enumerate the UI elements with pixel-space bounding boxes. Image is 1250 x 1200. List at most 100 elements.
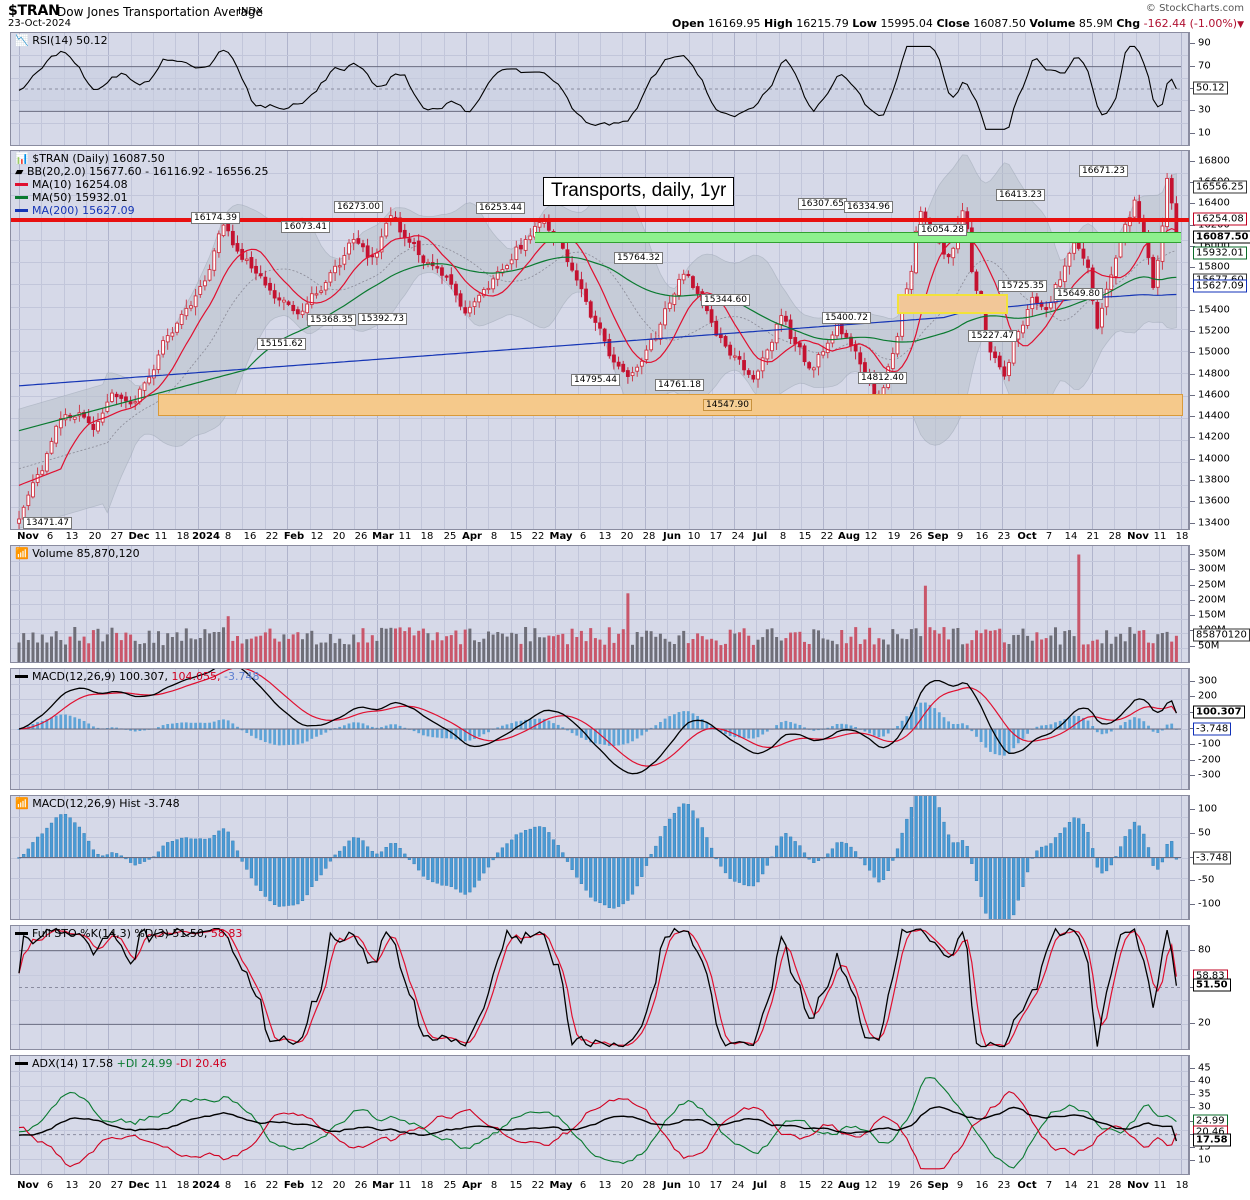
axis-tick-label: 14600 xyxy=(1198,389,1230,401)
axis-value-badge: -3.748 xyxy=(1193,851,1232,865)
date-axis-day: 8 xyxy=(224,1180,232,1191)
date-axis-day: 20 xyxy=(332,531,346,542)
date-axis-month: Apr xyxy=(462,1180,482,1191)
stochastic-plot xyxy=(18,927,1181,1048)
adx-panel[interactable]: ADX(14) 17.58 +DI 24.99 -DI 20.46 xyxy=(10,1055,1190,1175)
axis-tick-mark xyxy=(1190,832,1195,834)
axis-tick-mark xyxy=(1190,599,1195,601)
macd-panel[interactable]: MACD(12,26,9) 100.307, 104.055, -3.748 xyxy=(10,668,1190,790)
date-axis-month: Apr xyxy=(462,531,482,542)
date-axis-day: 16 xyxy=(975,1180,989,1191)
axis-tick-label: 10 xyxy=(1198,127,1211,139)
symbol-exchange: INDX xyxy=(238,6,263,17)
axis-value-badge: 51.50 xyxy=(1193,978,1231,992)
date-axis-month: Aug xyxy=(837,531,861,542)
date-axis-month: Jun xyxy=(663,531,681,542)
axis-tick-label: 250M xyxy=(1198,579,1226,591)
date-axis-day: 21 xyxy=(1086,531,1100,542)
date-axis-month: Aug xyxy=(837,1180,861,1191)
volume-value: 85.9M xyxy=(1078,17,1113,30)
macd-hist-text: -3.748 xyxy=(224,670,260,683)
rsi-panel[interactable]: 📉 RSI(14) 50.12 xyxy=(10,32,1190,146)
date-axis-month: Nov xyxy=(1127,531,1149,542)
open-value: 16169.95 xyxy=(708,17,761,30)
price-legend-bb: ▰ BB(20,2.0) 15677.60 - 16116.92 - 16556… xyxy=(15,166,269,178)
stochastic-panel[interactable]: Full STO %K(14,3) %D(3) 51.50, 58.83 xyxy=(10,925,1190,1050)
axis-tick-label: 16800 xyxy=(1198,155,1230,167)
adx-swatch-icon xyxy=(15,1061,28,1065)
axis-tick-mark xyxy=(1190,416,1195,418)
date-axis-day: 23 xyxy=(997,531,1011,542)
symbol-ticker: $TRAN xyxy=(8,3,60,19)
axis-tick-label: 30 xyxy=(1198,104,1211,116)
axis-tick-mark xyxy=(1190,394,1195,396)
date-axis-day: 16 xyxy=(243,1180,257,1191)
date-axis-day: 22 xyxy=(820,531,834,542)
axis-tick-mark xyxy=(1190,986,1195,988)
low-label: Low xyxy=(852,17,877,30)
price-point-label: 16073.41 xyxy=(281,221,330,233)
macd-axis-line xyxy=(1188,668,1189,790)
date-axis-day: 13 xyxy=(598,531,612,542)
adx-legend-text: ADX(14) 17.58 xyxy=(32,1057,114,1070)
date-axis-day: 12 xyxy=(310,1180,324,1191)
axis-tick-label: 200M xyxy=(1198,594,1226,606)
date-axis-day: 22 xyxy=(820,1180,834,1191)
axis-tick-mark xyxy=(1190,569,1195,571)
axis-tick-mark xyxy=(1190,554,1195,556)
macd-hist-legend-text: MACD(12,26,9) Hist -3.748 xyxy=(32,797,180,810)
price-point-label: 15649.80 xyxy=(1054,288,1103,300)
date-axis-day: 11 xyxy=(398,1180,412,1191)
close-value: 16087.50 xyxy=(973,17,1026,30)
rsi-plot xyxy=(18,45,1181,130)
axis-tick-mark xyxy=(1190,331,1195,332)
axis-tick-mark xyxy=(1190,203,1195,205)
axis-tick-mark xyxy=(1190,630,1195,632)
axis-tick-label: 90 xyxy=(1198,37,1211,49)
date-axis-day: 8 xyxy=(224,531,232,542)
macd-signal-text: 104.055, xyxy=(171,670,221,683)
price-point-label: 16054.28 xyxy=(918,224,967,236)
axis-tick-mark xyxy=(1190,309,1195,311)
date-axis-month: 2024 xyxy=(192,1180,220,1191)
ma50-swatch-icon xyxy=(15,195,28,199)
volume-panel[interactable]: 📶 Volume 85,870,120 xyxy=(10,545,1190,663)
axis-tick-mark xyxy=(1190,728,1195,729)
date-axis-day: 24 xyxy=(731,531,745,542)
change-value: -162.44 (-1.00%) xyxy=(1143,17,1238,30)
date-axis-day: 13 xyxy=(65,1180,79,1191)
price-panel[interactable]: 📊 $TRAN (Daily) 16087.50 ▰ BB(20,2.0) 15… xyxy=(10,150,1190,530)
date-axis-day: 18 xyxy=(1175,1180,1189,1191)
price-point-label: 14812.40 xyxy=(858,372,907,384)
axis-tick-label: 13600 xyxy=(1198,495,1230,507)
annotation-title: Transports, daily, 1yr xyxy=(543,177,735,206)
axis-tick-mark xyxy=(1190,743,1195,745)
date-axis-day: 16 xyxy=(243,531,257,542)
volume-plot xyxy=(17,554,1178,662)
axis-value-badge: 15627.09 xyxy=(1193,279,1247,293)
price-legend-main: 📊 $TRAN (Daily) 16087.50 xyxy=(15,153,165,165)
date-axis-day: 20 xyxy=(620,1180,634,1191)
orange-support-band xyxy=(158,393,1183,416)
axis-tick-mark xyxy=(1190,712,1195,714)
price-point-label: 15151.62 xyxy=(257,338,306,350)
volume-legend: 📶 Volume 85,870,120 xyxy=(15,548,140,560)
axis-tick-label: -100 xyxy=(1198,898,1221,910)
date-axis-day: 9 xyxy=(956,1180,964,1191)
adx-plot xyxy=(18,1077,1181,1170)
axis-value-badge: 50.12 xyxy=(1193,81,1228,95)
date-axis-day: 20 xyxy=(88,1180,102,1191)
date-axis-day: 18 xyxy=(176,1180,190,1191)
price-point-label: 15344.60 xyxy=(701,294,750,306)
close-label: Close xyxy=(936,17,970,30)
axis-tick-mark xyxy=(1190,759,1195,761)
date-axis-month: Nov xyxy=(17,531,39,542)
axis-tick-mark xyxy=(1190,1107,1195,1109)
macd-histogram-panel[interactable]: 📶 MACD(12,26,9) Hist -3.748 xyxy=(10,795,1190,920)
date-axis-day: 6 xyxy=(579,1180,587,1191)
axis-tick-mark xyxy=(1190,501,1195,503)
date-axis-day: 11 xyxy=(1153,1180,1167,1191)
ma10-swatch-icon xyxy=(15,182,28,186)
date-axis-day: 8 xyxy=(779,1180,787,1191)
axis-tick-mark xyxy=(1190,615,1195,617)
